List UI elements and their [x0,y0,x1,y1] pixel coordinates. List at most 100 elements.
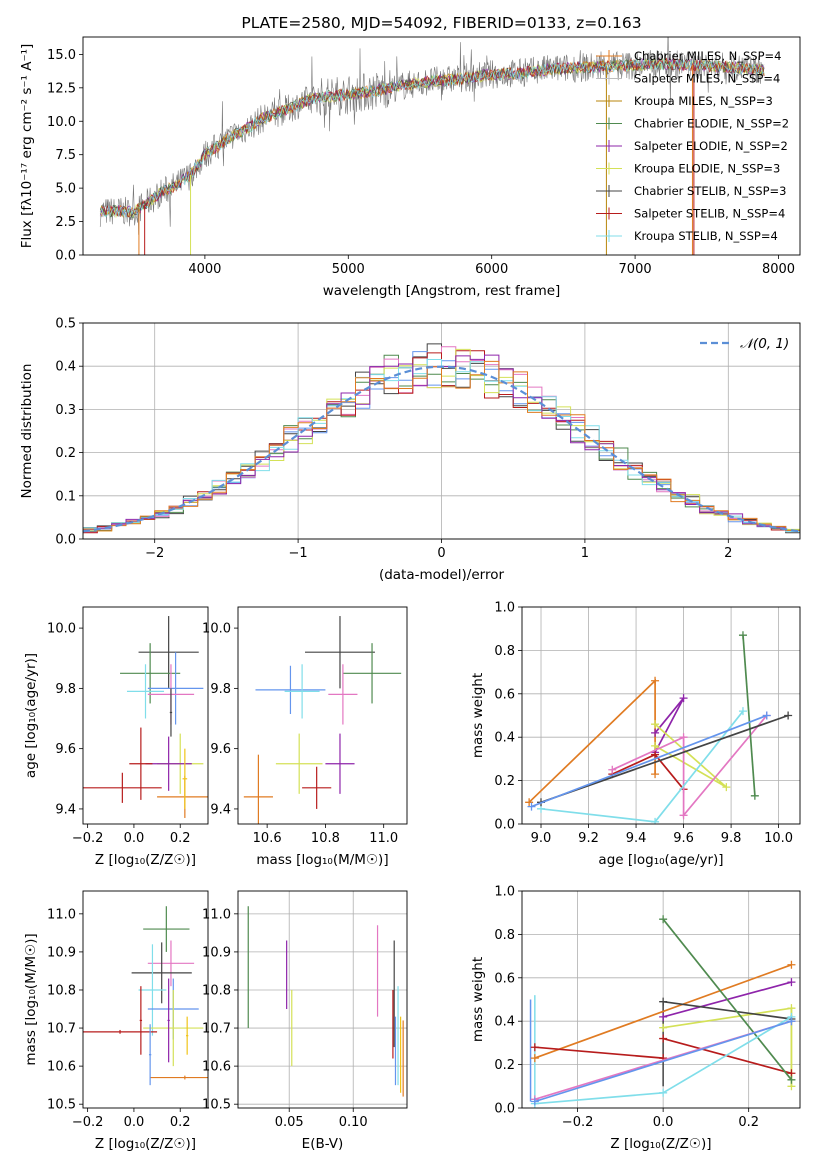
histogram-step-8 [83,360,800,536]
legend-label: Kroupa STELIB, N_SSP=4 [634,229,778,243]
series-point-marker [608,765,617,774]
axes-frame [237,606,408,825]
y-tick-label: 12.5 [47,81,76,96]
y-tick-label: 0.4 [494,731,515,746]
series-point-marker [651,750,660,759]
y-tick-label: 1.0 [494,885,515,900]
x-axis-label: Z [log₁₀(Z/Z☉)] [95,852,196,868]
legend-label: Kroupa MILES, N_SSP=3 [634,94,773,108]
series-point-marker [738,707,747,716]
x-tick-label: 9.4 [626,831,647,846]
x-tick-label: 0 [437,546,445,561]
x-tick-label: 0.0 [653,1115,674,1130]
panel-7: −0.2 0.0 0.2 0.0 0.2 0.4 0.6 0.8 1.0 Z [log₁₀(Z/Z… [470,885,801,1152]
series-line-6 [662,918,793,1081]
y-tick-label: 1.0 [494,601,515,616]
series-point-marker [679,733,688,742]
x-tick-label: −0.2 [562,1115,594,1130]
series-point-marker [787,1004,796,1013]
x-tick-label: −2 [145,546,164,561]
x-tick-label: 8000 [762,262,795,277]
grid-lines [522,606,800,825]
y-tick-label: 0.0 [55,249,76,264]
x-tick-label: −0.2 [72,1115,104,1130]
x-tick-label: 9.6 [673,831,694,846]
series-line-0 [534,964,792,1059]
series-line-3 [534,1046,664,1059]
y-axis-label: age [log₁₀(age/yr)] [23,653,39,778]
x-tick-label: 0.0 [124,831,145,846]
y-axis-label: Flux [fλ10⁻¹⁷ erg cm⁻² s⁻¹ A⁻¹] [19,44,35,249]
y-tick-label: 0.1 [55,489,76,504]
series-point-marker [659,1034,668,1043]
y-tick-label: 10.7 [47,1022,76,1037]
series-point-marker [750,791,759,800]
y-tick-label: 9.6 [210,742,231,757]
y-tick-label: 0.4 [55,360,76,375]
x-tick-label: 7000 [619,262,652,277]
y-tick-label: 9.8 [55,682,76,697]
x-axis-label: Z [log₁₀(Z/Z☉)] [610,1136,711,1152]
y-tick-label: 0.3 [55,403,76,418]
x-tick-label: 1 [581,546,589,561]
y-axis-label: mass weight [470,957,486,1042]
legend: 𝒩(0, 1) [700,336,789,352]
series-point-marker [530,1054,539,1063]
series-line-8 [531,714,768,808]
series-point-marker [659,915,668,924]
x-tick-label: 0.2 [170,831,191,846]
y-tick-label: 0.2 [55,446,76,461]
x-axis-label: mass [log₁₀(M/M☉)] [256,852,388,868]
y-tick-label: 0.0 [494,818,515,833]
panel-5: −0.2 0.0 0.2 10.5 10.6 10.7 10.8 10.9 11.0 Z [log… [23,890,209,1152]
x-tick-label: 2 [724,546,732,561]
series-point-marker [659,1023,668,1032]
series-point-marker [525,798,534,807]
legend: Chabrier MILES, N_SSP=4 Salpeter MILES, N… [596,49,789,243]
y-tick-label: 0.6 [494,971,515,986]
panel-2: −0.2 0.0 0.2 9.4 9.6 9.8 10.0 Z [log₁₀(Z/Z☉)] ag… [23,606,209,868]
x-axis-label: wavelength [Angstrom, rest frame] [323,283,561,299]
plot-area [247,906,404,1097]
axes-frame [82,890,209,1109]
series-line-2 [662,1007,793,1087]
y-tick-label: 15.0 [47,48,76,63]
plot-area [83,906,208,1086]
x-tick-label: 5000 [332,262,365,277]
series-point-marker [787,1017,796,1026]
y-tick-label: 0.6 [494,687,515,702]
x-tick-label: −1 [289,546,308,561]
panel-3: 10.6 10.8 11.0 9.4 9.6 9.8 10.0 mass [log₁₀(M/M… [202,606,408,868]
series-point-marker [651,741,660,750]
x-tick-label: 9.8 [721,831,742,846]
y-axis-label: mass [log₁₀(M/M☉)] [23,933,39,1065]
grid-lines [522,890,800,1109]
x-tick-label: 11.0 [369,831,398,846]
model-spectrum-line-8 [99,58,765,218]
x-axis-label: Z [log₁₀(Z/Z☉)] [95,1136,196,1152]
series-point-marker [659,1012,668,1021]
y-tick-label: 10.6 [202,1060,231,1075]
legend-label: Chabrier MILES, N_SSP=4 [634,49,781,63]
y-tick-label: 10.9 [47,945,76,960]
series-point-marker [787,960,796,969]
y-axis-label: mass weight [470,673,486,758]
grid-lines [238,891,407,1108]
plot-area [529,915,796,1108]
x-tick-label: 0.2 [738,1115,759,1130]
legend-label: Kroupa ELODIE, N_SSP=3 [634,162,780,176]
series-point-marker [659,997,668,1006]
plot-area [83,616,208,818]
model-spectrum-line-7 [100,57,765,218]
y-tick-label: 10.8 [47,983,76,998]
axes-frame [237,890,408,1109]
x-tick-label: 9.2 [578,831,599,846]
y-tick-label: 10.5 [47,1098,76,1113]
series-line-9 [534,1020,792,1103]
y-tick-label: 0.8 [494,644,515,659]
x-axis-label: age [log₁₀(age/yr)] [598,852,723,868]
series-point-marker [787,1075,796,1084]
x-tick-label: 0.10 [339,1115,368,1130]
legend-label: Chabrier STELIB, N_SSP=3 [634,184,786,198]
